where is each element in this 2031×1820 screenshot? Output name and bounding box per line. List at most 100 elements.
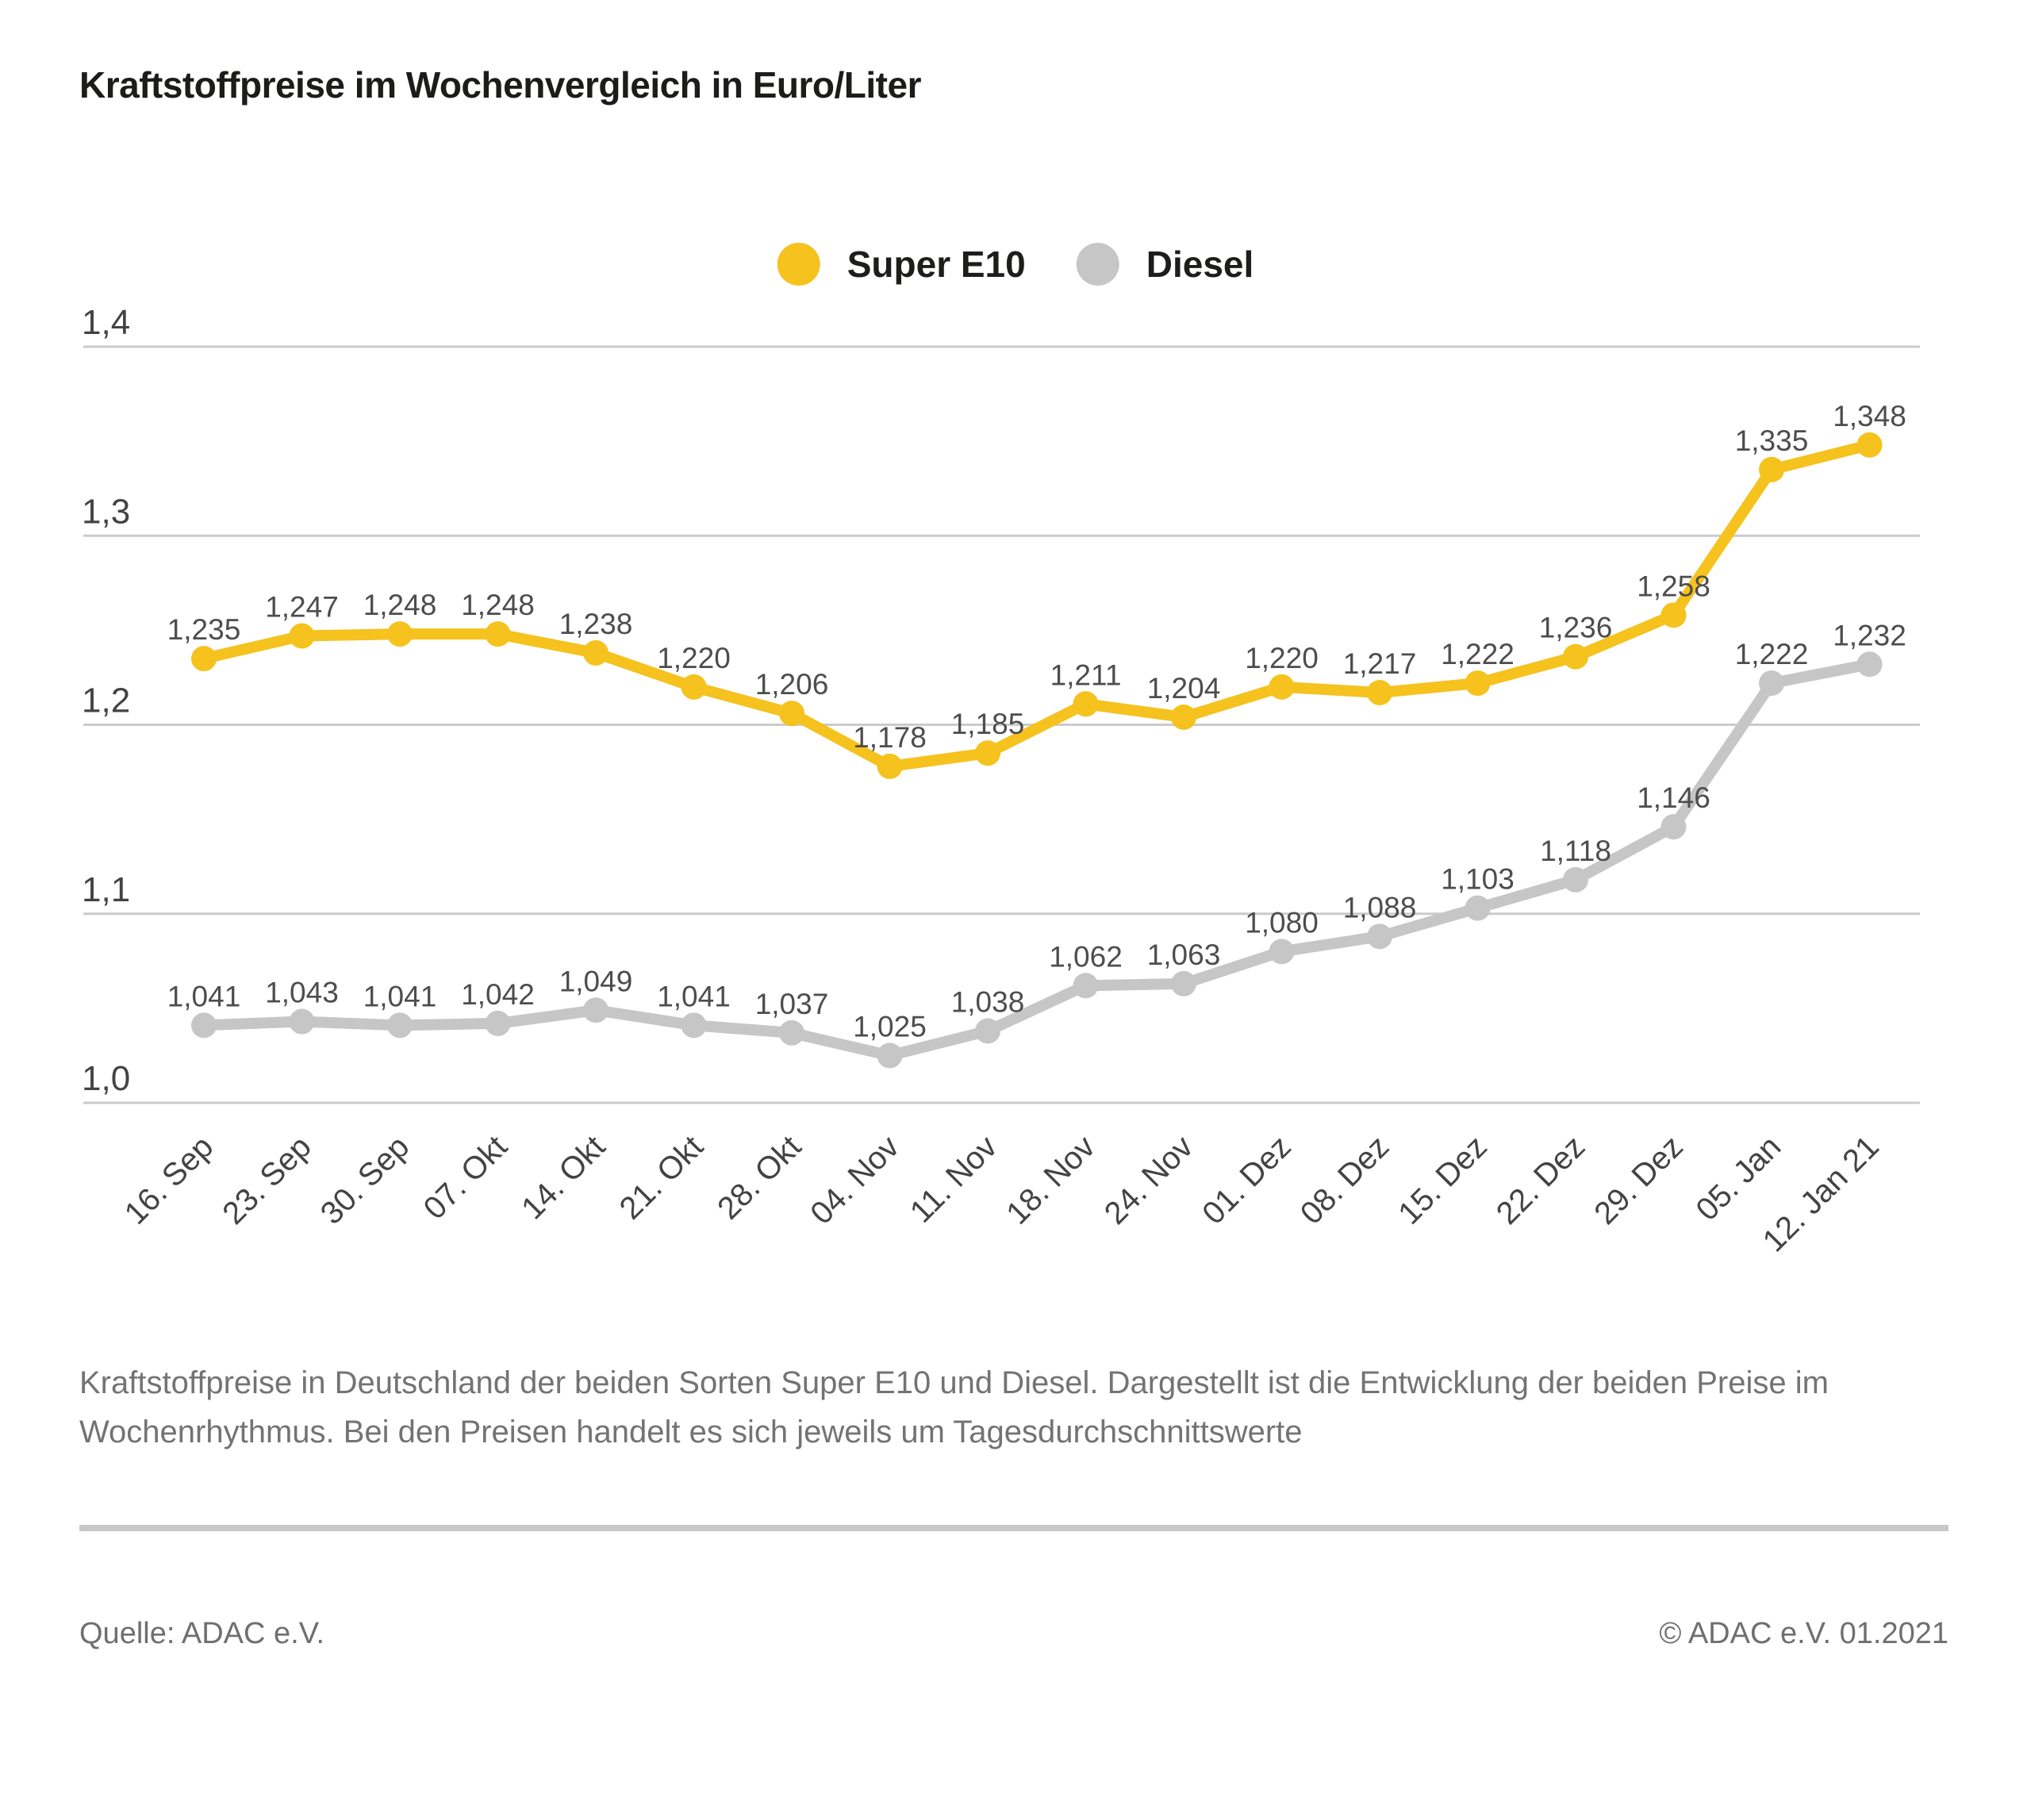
super-e10-point-28-okt	[779, 701, 804, 727]
super-e10-point-14-okt	[583, 639, 609, 666]
legend-item-super-e10: Super E10	[777, 243, 1026, 286]
super-e10-value-label: 1,258	[1637, 570, 1710, 602]
diesel-value-label: 1,041	[167, 980, 241, 1012]
diesel-point-22-dez	[1563, 866, 1588, 893]
super-e10-value-label: 1,222	[1441, 638, 1515, 670]
super-e10-point-18-nov	[1073, 691, 1099, 717]
y-axis-tick-1,0: 1,0	[82, 1059, 130, 1098]
super-e10-value-label: 1,220	[1245, 642, 1319, 674]
legend-label-diesel: Diesel	[1146, 244, 1254, 285]
x-axis-tick-08-dez: 08. Dez	[1294, 1129, 1396, 1231]
diesel-value-label: 1,088	[1343, 891, 1417, 923]
super-e10-value-label: 1,348	[1833, 400, 1906, 432]
diesel-point-24-nov	[1171, 970, 1196, 996]
super-e10-value-label: 1,238	[559, 608, 633, 640]
x-axis-tick-18-nov: 18. Nov	[1000, 1129, 1102, 1231]
diesel-point-11-nov	[975, 1018, 1000, 1044]
diesel-value-label: 1,041	[363, 980, 437, 1012]
super-e10-value-label: 1,211	[1050, 659, 1122, 691]
x-axis-tick-22-dez: 22. Dez	[1490, 1129, 1592, 1231]
diesel-point-23-sep	[289, 1008, 315, 1035]
super-e10-value-label: 1,220	[657, 642, 731, 674]
diesel-point-18-nov	[1073, 973, 1099, 999]
super-e10-value-label: 1,248	[461, 589, 535, 621]
x-axis-tick-28-okt: 28. Okt	[711, 1129, 808, 1226]
x-axis-tick-07-okt: 07. Okt	[417, 1129, 514, 1226]
diesel-point-14-okt	[583, 997, 609, 1023]
diesel-point-12-jan-21	[1856, 651, 1883, 678]
y-axis-tick-1,2: 1,2	[82, 682, 130, 720]
source-text: Quelle: ADAC e.V.	[79, 1617, 325, 1650]
diesel-point-21-okt	[681, 1012, 707, 1039]
super-e10-point-23-sep	[289, 623, 315, 649]
super-e10-point-30-sep	[387, 621, 413, 647]
legend-item-diesel: Diesel	[1076, 243, 1254, 286]
super-e10-value-label: 1,178	[853, 721, 927, 754]
super-e10-swatch-icon	[777, 243, 820, 286]
x-axis-tick-14-okt: 14. Okt	[515, 1129, 612, 1226]
x-axis-tick-15-dez: 15. Dez	[1392, 1129, 1494, 1231]
x-axis-tick-24-nov: 24. Nov	[1098, 1129, 1200, 1231]
page-title: Kraftstoffpreise im Wochenvergleich in E…	[79, 64, 921, 106]
diesel-value-label: 1,042	[461, 978, 535, 1011]
y-axis-tick-1,1: 1,1	[82, 870, 130, 909]
diesel-point-29-dez	[1661, 814, 1687, 840]
x-axis-tick-16-sep: 16. Sep	[118, 1129, 221, 1231]
diesel-point-05-jan	[1759, 670, 1784, 697]
super-e10-point-15-dez	[1465, 670, 1491, 697]
super-e10-value-label: 1,217	[1343, 647, 1417, 680]
diesel-value-label: 1,041	[657, 980, 731, 1012]
y-axis-tick-1,4: 1,4	[82, 303, 130, 342]
x-axis-tick-01-dez: 01. Dez	[1196, 1129, 1298, 1231]
diesel-point-30-sep	[387, 1012, 413, 1039]
diesel-value-label: 1,080	[1245, 906, 1319, 939]
x-axis-tick-04-nov: 04. Nov	[804, 1129, 906, 1231]
super-e10-value-label: 1,204	[1147, 672, 1221, 705]
super-e10-value-label: 1,248	[363, 589, 437, 621]
super-e10-point-04-nov	[877, 753, 903, 779]
diesel-value-label: 1,222	[1735, 638, 1809, 670]
diesel-point-04-nov	[877, 1042, 903, 1069]
diesel-value-label: 1,062	[1049, 940, 1123, 973]
super-e10-point-12-jan-21	[1856, 432, 1883, 458]
super-e10-point-01-dez	[1269, 674, 1295, 700]
x-axis-tick-30-sep: 30. Sep	[314, 1129, 417, 1231]
diesel-point-07-okt	[485, 1010, 511, 1036]
legend-label-super-e10: Super E10	[847, 244, 1026, 285]
super-e10-point-16-sep	[191, 646, 217, 672]
super-e10-point-21-okt	[681, 674, 707, 700]
y-axis-tick-1,3: 1,3	[82, 492, 130, 531]
chart-caption: Kraftstoffpreise in Deutschland der beid…	[79, 1358, 1829, 1457]
diesel-value-label: 1,043	[265, 977, 339, 1009]
super-e10-value-label: 1,335	[1735, 424, 1809, 457]
chart-legend: Super E10 Diesel	[777, 243, 1254, 286]
diesel-value-label: 1,037	[755, 988, 829, 1020]
diesel-line	[198, 659, 1876, 1062]
super-e10-line	[198, 439, 1876, 772]
diesel-value-label: 1,049	[559, 965, 633, 997]
diesel-point-16-sep	[191, 1012, 217, 1039]
diesel-value-label: 1,103	[1441, 863, 1515, 896]
diesel-point-08-dez	[1367, 923, 1392, 950]
x-axis-tick-05-jan: 05. Jan	[1689, 1129, 1787, 1227]
super-e10-point-11-nov	[975, 740, 1000, 766]
super-e10-value-label: 1,236	[1539, 612, 1613, 644]
super-e10-point-29-dez	[1661, 602, 1687, 628]
x-axis-tick-29-dez: 29. Dez	[1588, 1129, 1690, 1231]
super-e10-value-label: 1,235	[167, 613, 241, 646]
x-axis-tick-11-nov: 11. Nov	[904, 1129, 1004, 1229]
super-e10-value-label: 1,206	[755, 668, 829, 701]
diesel-point-01-dez	[1269, 939, 1295, 965]
footer-divider	[79, 1525, 1948, 1531]
x-axis-tick-23-sep: 23. Sep	[216, 1129, 318, 1231]
super-e10-value-label: 1,185	[951, 708, 1025, 740]
diesel-value-label: 1,038	[951, 985, 1025, 1018]
super-e10-point-08-dez	[1367, 679, 1392, 705]
diesel-value-label: 1,063	[1147, 939, 1221, 971]
diesel-point-28-okt	[779, 1019, 804, 1046]
caption-line-2: Wochenrhythmus. Bei den Preisen handelt …	[79, 1415, 1303, 1449]
diesel-value-label: 1,025	[853, 1010, 927, 1042]
diesel-value-label: 1,146	[1637, 781, 1710, 814]
super-e10-point-05-jan	[1759, 456, 1784, 482]
